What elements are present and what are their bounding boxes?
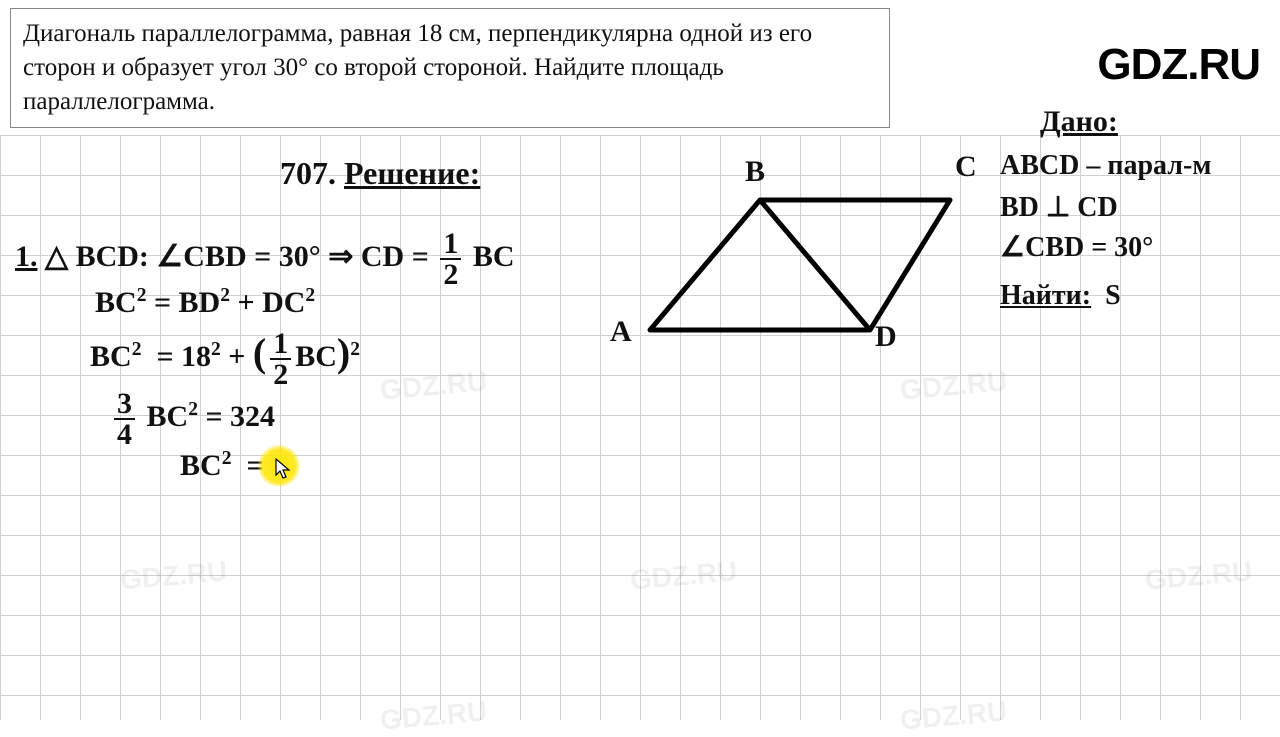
vertex-a: A	[610, 315, 632, 349]
vertex-d: D	[875, 320, 897, 354]
step3-substitute: BC2 = 182 + (12BC)2	[90, 330, 360, 388]
cursor-icon	[275, 458, 291, 480]
site-logo: GDZ.RU	[1097, 40, 1260, 90]
given-line-3: ∠CBD = 30°	[1000, 230, 1153, 264]
given-title: Дано:	[1040, 105, 1118, 139]
solution-header: 707. Решение:	[280, 155, 480, 192]
parallelogram-diagram	[620, 170, 980, 370]
problem-statement: Диагональ параллелограмма, равная 18 см,…	[10, 8, 890, 128]
step5-bc-equals: BC2 =	[180, 448, 264, 483]
step1: 1. △ BCD: ∠CBD = 30° ⇒ CD = 12 BC	[15, 230, 515, 288]
given-line-1: ABCD – парал-м	[1000, 150, 1211, 182]
problem-text: Диагональ параллелограмма, равная 18 см,…	[23, 20, 812, 115]
find-label: Найти: S	[1000, 280, 1121, 312]
given-line-2: BD ⊥ CD	[1000, 190, 1118, 224]
vertex-b: B	[745, 155, 765, 189]
step4-equation: 34 BC2 = 324	[110, 390, 275, 448]
vertex-c: C	[955, 150, 977, 184]
step2-pythagoras: BC2 = BD2 + DC2	[95, 285, 315, 320]
